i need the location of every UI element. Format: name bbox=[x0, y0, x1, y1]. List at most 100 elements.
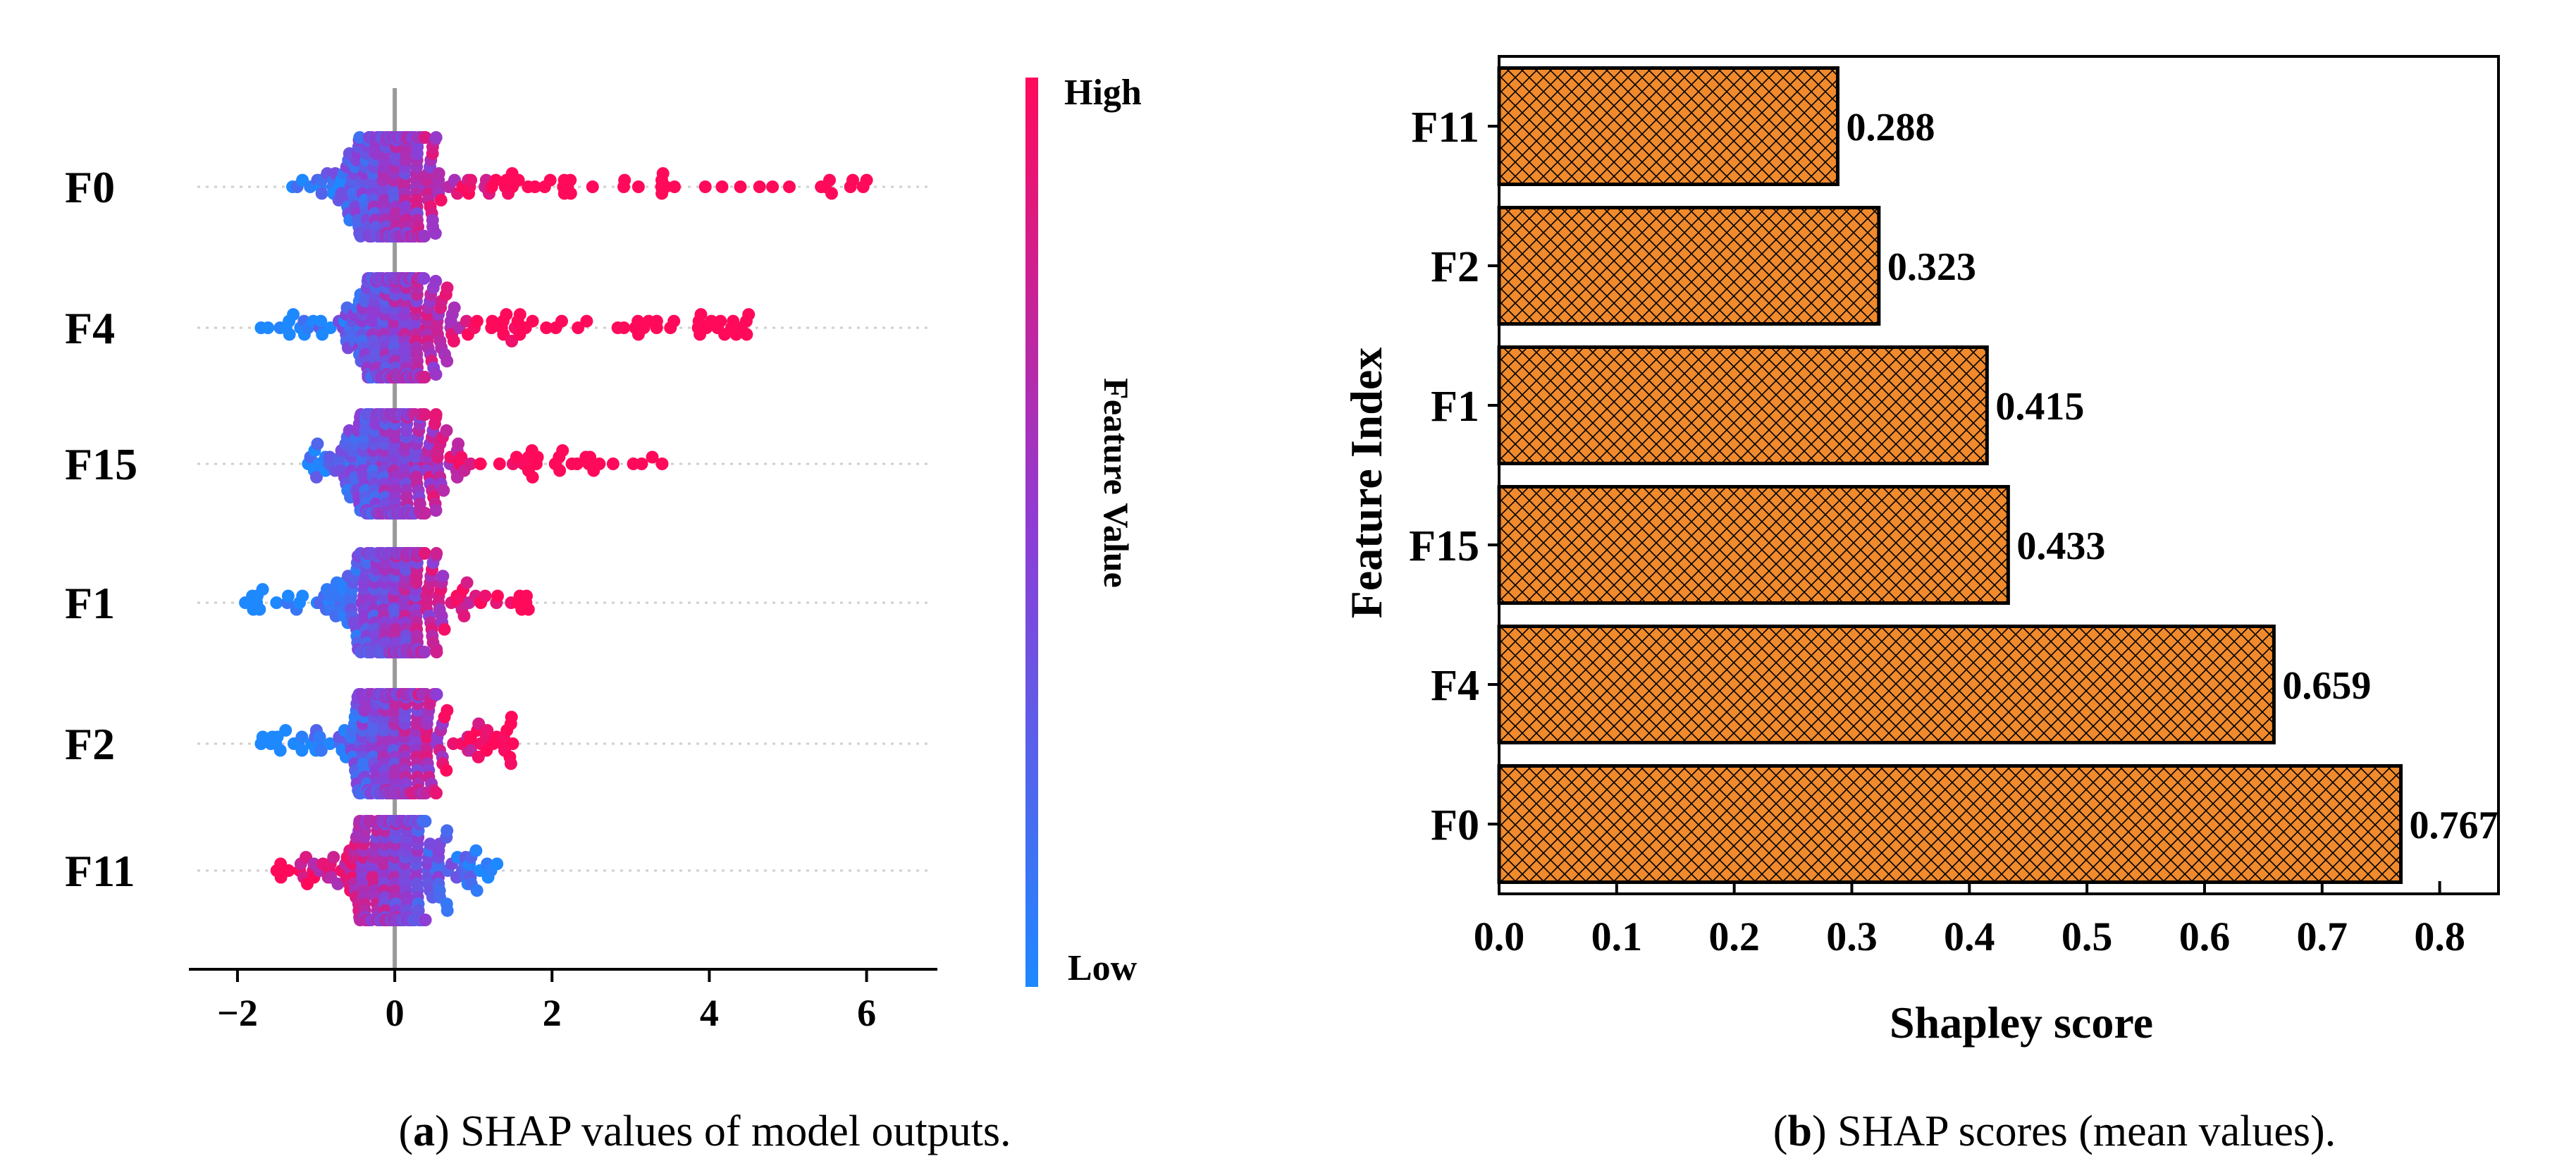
shap-point bbox=[742, 308, 756, 321]
y-axis-title: Feature Index bbox=[1341, 348, 1391, 619]
shap-point bbox=[283, 328, 296, 341]
shap-point bbox=[464, 173, 478, 187]
bar-value-label: 0.415 bbox=[1995, 385, 2084, 429]
shap-point bbox=[429, 227, 442, 240]
shap-point bbox=[440, 824, 454, 837]
shap-point bbox=[418, 230, 431, 242]
feature-label: F0 bbox=[65, 162, 115, 212]
shap-point bbox=[256, 583, 269, 596]
shap-point bbox=[429, 368, 443, 381]
caption-a: (a) SHAP values of model outputs. bbox=[398, 1107, 1011, 1155]
shap-point bbox=[635, 457, 648, 470]
shap-point bbox=[273, 744, 287, 757]
shap-point bbox=[430, 547, 443, 560]
caption-b-text: SHAP scores (mean values). bbox=[1827, 1107, 2336, 1155]
shap-point bbox=[434, 193, 448, 207]
caption-b-letter: b bbox=[1787, 1107, 1811, 1155]
shap-point bbox=[419, 507, 432, 520]
bars bbox=[1497, 66, 2403, 884]
shap-point bbox=[313, 730, 326, 744]
shap-point bbox=[440, 424, 453, 437]
shap-point bbox=[429, 131, 443, 144]
shap-point bbox=[500, 308, 513, 321]
shap-point bbox=[486, 314, 499, 328]
shap-point bbox=[504, 757, 517, 770]
shap-point bbox=[455, 450, 468, 464]
colorbar-low-label: Low bbox=[1068, 948, 1138, 988]
shap-point bbox=[740, 328, 753, 341]
shap-point bbox=[491, 857, 504, 871]
shap-point bbox=[460, 576, 474, 589]
shap-point bbox=[655, 457, 669, 470]
shap-point bbox=[493, 457, 506, 470]
x-tick-label: 0 bbox=[386, 992, 405, 1034]
shap-point bbox=[520, 589, 533, 603]
y-tick-label: F15 bbox=[1409, 522, 1479, 570]
feature-label: F1 bbox=[65, 578, 115, 628]
shap-point bbox=[429, 504, 443, 517]
shap-point bbox=[698, 180, 712, 193]
shap-point bbox=[282, 864, 295, 877]
beeswarm-points bbox=[239, 131, 873, 926]
shap-point bbox=[429, 274, 443, 288]
shap-point bbox=[593, 457, 606, 470]
shap-point bbox=[766, 180, 779, 193]
x-tick-label: 0.4 bbox=[1944, 914, 1995, 959]
shap-point bbox=[512, 173, 525, 187]
colorbar-high-label: High bbox=[1064, 73, 1142, 113]
shap-point bbox=[270, 596, 283, 609]
shap-point bbox=[825, 187, 838, 200]
shap-point bbox=[481, 724, 494, 737]
shap-point bbox=[531, 450, 544, 464]
shap-point bbox=[261, 321, 275, 334]
shap-point bbox=[311, 437, 324, 450]
y-tick-label: F4 bbox=[1431, 662, 1479, 710]
shap-point bbox=[470, 884, 483, 897]
shap-point bbox=[513, 308, 526, 321]
x-axis-title: Shapley score bbox=[1890, 997, 2153, 1048]
shap-point bbox=[479, 589, 492, 603]
x-tick-label: 0.8 bbox=[2414, 914, 2465, 959]
shap-point bbox=[580, 314, 593, 328]
shap-point bbox=[279, 724, 292, 737]
caption-a-text: SHAP values of model outputs. bbox=[450, 1107, 1011, 1155]
bar-hatch bbox=[1497, 66, 1839, 186]
shap-point bbox=[734, 180, 747, 193]
shap-point bbox=[667, 314, 681, 328]
x-tick-label: 0.2 bbox=[1708, 914, 1760, 959]
shap-point bbox=[418, 371, 431, 383]
shap-point bbox=[540, 321, 553, 334]
shap-point bbox=[474, 457, 487, 470]
shap-point bbox=[860, 173, 873, 187]
bar-hatch bbox=[1497, 625, 2276, 744]
bar-value-label: 0.288 bbox=[1846, 106, 1935, 149]
shap-point bbox=[823, 173, 836, 187]
shap-point bbox=[429, 408, 443, 421]
shap-point bbox=[694, 308, 708, 321]
shap-point bbox=[555, 314, 568, 328]
y-tick-label: F2 bbox=[1431, 243, 1479, 291]
bar-value-labels: 0.288 0.323 0.415 0.433 0.659 0.767 bbox=[1846, 106, 2498, 847]
shap-point bbox=[783, 180, 796, 193]
shap-point bbox=[526, 470, 539, 484]
shap-point bbox=[584, 450, 597, 464]
bar-hatch bbox=[1497, 345, 1989, 465]
bar-value-label: 0.659 bbox=[2282, 664, 2371, 708]
shap-point bbox=[469, 844, 483, 857]
feature-label: F11 bbox=[65, 846, 135, 896]
shap-point bbox=[846, 173, 859, 187]
shap-point bbox=[472, 717, 486, 730]
shap-point bbox=[522, 603, 535, 616]
bar-value-label: 0.323 bbox=[1887, 245, 1976, 289]
x-tick-label: 0.6 bbox=[2179, 914, 2231, 959]
x-tick-label: 0.0 bbox=[1474, 914, 1525, 959]
shap-point bbox=[440, 355, 454, 368]
shap-point bbox=[331, 877, 345, 890]
colorbar-title: Feature Value bbox=[1097, 378, 1136, 588]
shap-point bbox=[714, 314, 727, 328]
shap-point bbox=[659, 180, 672, 193]
caption-a-letter: a bbox=[413, 1107, 435, 1155]
shap-beeswarm-panel: F0 F4 F15 F1 F2 F11 −2 0 2 4 6 High Low Feature V… bbox=[65, 73, 1142, 1155]
y-tick-labels: F11 F2 F1 F15 F4 F0 bbox=[1409, 104, 1499, 849]
